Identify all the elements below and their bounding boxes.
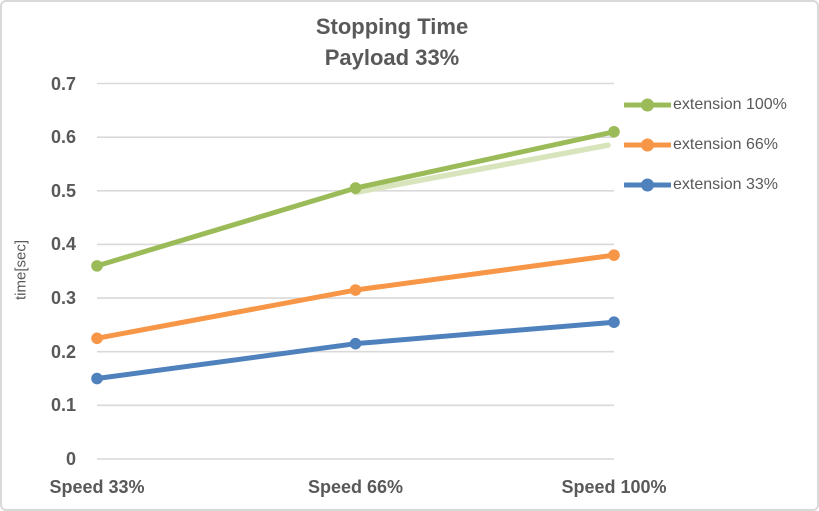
legend-item: extension 33% [624,172,787,198]
series-marker-extension-33- [91,372,103,385]
series-marker-extension-100- [91,260,103,272]
x-tick-label: Speed 66% [307,477,404,497]
legend-label: extension 66% [673,136,778,153]
y-tick-label: 0.1 [50,395,76,416]
series-marker-extension-66- [91,332,103,345]
series-line-extension-66- [94,252,617,341]
series-line-extension-33- [94,319,617,382]
legend-marker-icon [624,178,671,192]
chart-title-line2: Payload 33% [324,45,460,70]
legend-marker-icon [624,138,671,152]
series-marker-extension-66- [349,284,362,296]
y-tick-label: 0.5 [50,180,76,201]
y-tick-label: 0.7 [50,73,76,94]
legend: extension 100% extension 66% extension 33% [624,92,787,212]
y-tick-label: 0 [65,449,76,469]
legend-marker-icon [624,98,671,112]
series-line-shadow [352,142,611,196]
legend-label: extension 100% [673,96,787,113]
series-line-extension-100- [94,129,617,269]
x-tick-label: Speed 100% [561,477,667,497]
series-marker-extension-33- [608,316,620,329]
legend-label: extension 33% [673,176,778,193]
series-marker-extension-33- [349,337,362,350]
legend-item: extension 100% [624,92,787,118]
y-tick-label: 0.4 [50,234,76,255]
x-tick-label: Speed 33% [49,477,145,497]
chart-title: Stopping Time Payload 33% [2,11,782,73]
y-tick-label: 0.6 [50,127,76,148]
legend-item: extension 66% [624,132,787,158]
y-tick-label: 0.3 [50,288,76,309]
series-marker-extension-100- [349,182,362,194]
series-marker-extension-66- [608,249,620,261]
series-marker-extension-100- [608,125,620,138]
chart-title-line1: Stopping Time [315,14,469,39]
y-tick-label: 0.2 [50,341,76,362]
